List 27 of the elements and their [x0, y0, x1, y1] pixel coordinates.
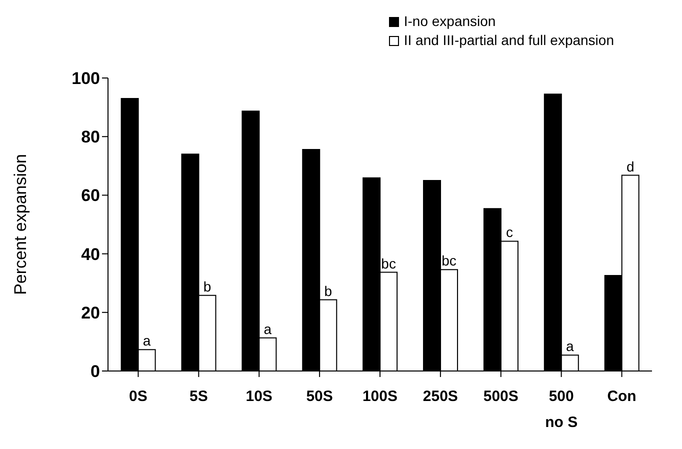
x-tick-label: 10S [246, 388, 272, 405]
x-tick-label: Con [607, 388, 636, 405]
data-label: bc [381, 255, 396, 272]
data-label: d [626, 158, 634, 174]
legend-label: I-no expansion [404, 12, 496, 31]
x-tick-label: 0S [129, 388, 148, 405]
x-tick-label: 500S [483, 388, 518, 405]
data-label: a [264, 320, 272, 337]
data-label: a [142, 332, 151, 349]
y-tick-label: 20 [81, 303, 100, 322]
y-tick-label: 0 [90, 362, 100, 382]
data-label: a [566, 338, 574, 354]
data-label: b [203, 278, 212, 294]
x-tick-label: 5S [189, 388, 208, 405]
legend-label: II and III-partial and full expansion [404, 31, 614, 50]
x-tick-label: 500 no S [545, 388, 578, 431]
x-tick-label: 50S [306, 388, 333, 405]
y-tick-label: 40 [81, 244, 100, 264]
data-label: bc [442, 252, 456, 269]
x-tick-label: 100S [362, 388, 398, 405]
y-tick-label: 80 [81, 128, 100, 147]
x-tick-label: 250S [422, 388, 458, 405]
y-tick-label: 100 [72, 69, 100, 88]
data-label: c [506, 224, 513, 240]
y-tick-label: 60 [81, 186, 100, 206]
y-axis-title: Percent expansion [11, 154, 30, 295]
data-label: b [324, 282, 332, 299]
